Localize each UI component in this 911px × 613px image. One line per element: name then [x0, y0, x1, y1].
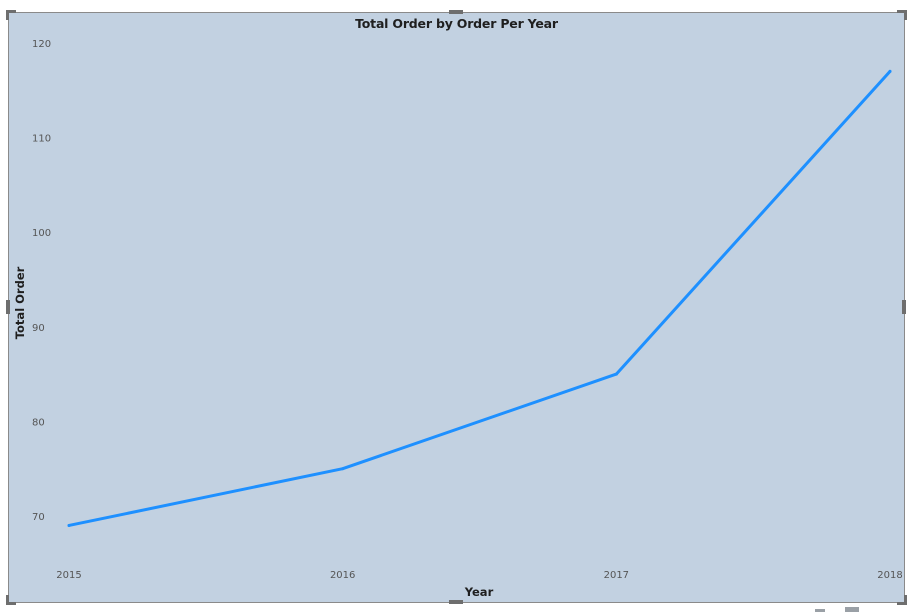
y-axis-title: Total Order — [13, 266, 27, 339]
series-line — [67, 69, 892, 527]
x-tick-label: 2016 — [330, 570, 355, 581]
footer-icon-a — [815, 609, 825, 612]
y-tick-label: 120 — [32, 39, 51, 50]
footer-icon-b — [845, 607, 859, 612]
x-tick-label: 2015 — [56, 570, 81, 581]
resize-handle-top-right[interactable] — [897, 10, 907, 20]
chart-visual[interactable]: Total Order by Order Per Year — [8, 12, 905, 603]
resize-handle-top-left[interactable] — [6, 10, 16, 20]
y-tick-label: 100 — [32, 228, 51, 239]
resize-handle-bottom-right[interactable] — [897, 595, 907, 605]
resize-handle-bottom[interactable] — [449, 600, 463, 604]
data-point — [614, 372, 618, 376]
y-tick-label: 70 — [32, 512, 45, 523]
y-tick-label: 80 — [32, 417, 45, 428]
x-tick-label: 2017 — [604, 570, 629, 581]
resize-handle-bottom-left[interactable] — [6, 595, 16, 605]
data-point — [341, 467, 345, 471]
chart-title: Total Order by Order Per Year — [355, 16, 558, 31]
x-axis-title: Year — [464, 585, 494, 599]
resize-handle-left[interactable] — [6, 300, 10, 314]
resize-handle-top[interactable] — [449, 10, 463, 14]
data-point — [67, 523, 71, 527]
data-point — [888, 69, 892, 73]
y-tick-label: 90 — [32, 323, 45, 334]
x-tick-label: 2018 — [877, 570, 902, 581]
visual-footer-icons — [815, 607, 859, 612]
resize-handle-right[interactable] — [902, 300, 906, 314]
y-tick-label: 110 — [32, 134, 51, 145]
